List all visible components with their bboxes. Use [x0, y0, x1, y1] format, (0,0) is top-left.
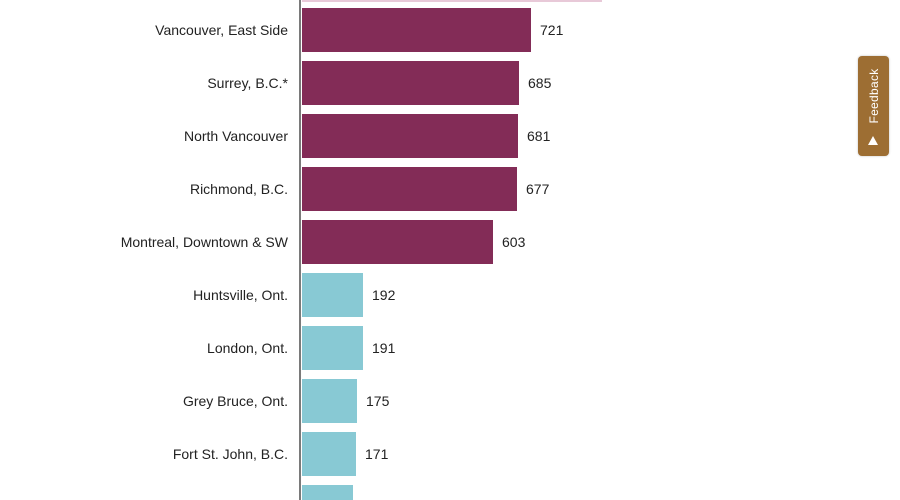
category-label: North Vancouver — [183, 128, 288, 144]
bar — [302, 379, 357, 423]
value-label: 721 — [540, 22, 564, 38]
feedback-button[interactable]: Feedback — [858, 56, 889, 156]
bar — [302, 167, 517, 211]
category-label: Richmond, B.C. — [189, 181, 288, 197]
bar — [302, 273, 363, 317]
y-axis-line — [299, 0, 301, 500]
value-label: 192 — [372, 287, 396, 303]
value-label: 171 — [365, 446, 389, 462]
category-label: Surrey, B.C.* — [207, 75, 288, 91]
value-label: 603 — [502, 234, 526, 250]
value-label: 685 — [528, 75, 552, 91]
bar — [302, 220, 493, 264]
category-label: Fort St. John, B.C. — [172, 446, 288, 462]
value-label: 175 — [366, 393, 390, 409]
bar-row: Montreal, Downtown & SW 603 — [0, 220, 900, 264]
category-label: Huntsville, Ont. — [193, 287, 288, 303]
bar-row: Fort St. John, B.C. 171 — [0, 432, 900, 476]
feedback-label: Feedback — [866, 68, 881, 124]
category-label: Grey Bruce, Ont. — [182, 393, 288, 409]
category-label: Montreal, Downtown & SW — [120, 234, 288, 250]
bar-row: Huntsville, Ont. 192 — [0, 273, 900, 317]
value-label: 191 — [372, 340, 396, 356]
value-label: 677 — [526, 181, 550, 197]
value-label: 681 — [527, 128, 551, 144]
bar-row: North Vancouver 681 — [0, 114, 900, 158]
bar — [302, 61, 519, 105]
bar — [302, 8, 531, 52]
bar-row: Grey Bruce, Ont. 175 — [0, 379, 900, 423]
category-label: Vancouver, East Side — [155, 22, 288, 38]
bar — [302, 114, 518, 158]
bar — [302, 432, 356, 476]
cropped-bar-edge — [302, 0, 602, 2]
bar — [302, 326, 363, 370]
bar-row: London, Ont. 191 — [0, 326, 900, 370]
bar-row: Vancouver, East Side 721 — [0, 8, 900, 52]
bar-row: Surrey, B.C.* 685 — [0, 61, 900, 105]
bar-row: Richmond, B.C. 677 — [0, 167, 900, 211]
category-label: London, Ont. — [207, 340, 288, 356]
cropped-bar — [302, 485, 353, 500]
arrow-up-icon — [868, 136, 878, 145]
